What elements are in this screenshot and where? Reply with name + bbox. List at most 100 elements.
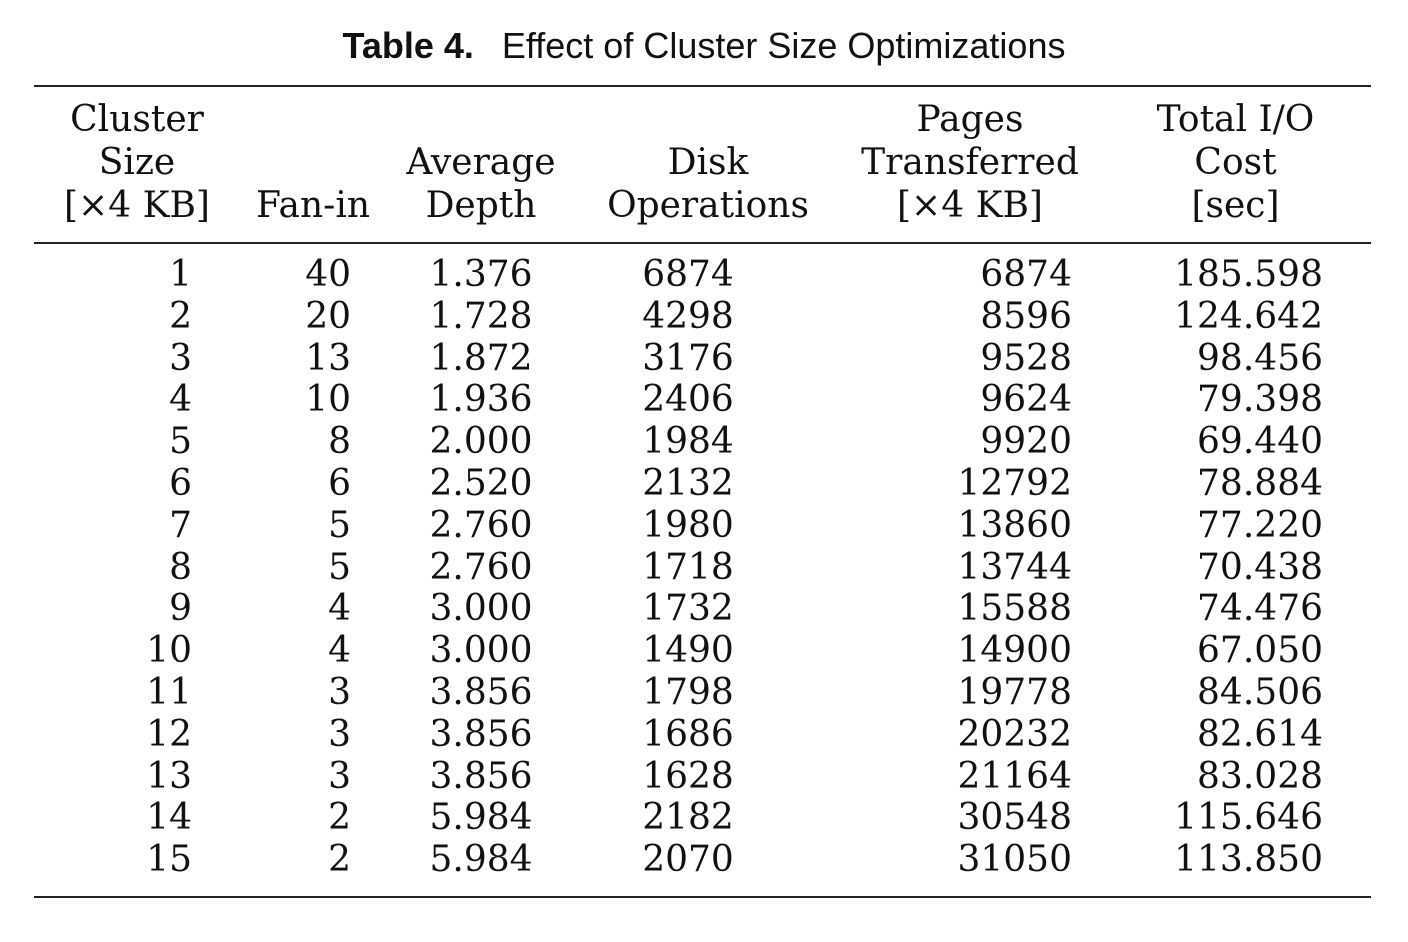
table-row: 10 4 3.000 1490 14900 67.050 — [34, 630, 1371, 672]
cell-average-depth: 5.984 — [429, 797, 533, 839]
cell-disk-operations: 2070 — [642, 839, 734, 881]
header-line: [×4 KB] — [64, 185, 210, 226]
cell-disk-operations: 1798 — [642, 671, 734, 713]
table-header: Cluster Size [×4 KB] Fan-in Average Depth D… — [34, 98, 1371, 227]
table-row: 4 10 1.936 2406 9624 79.398 — [34, 379, 1371, 421]
cell-pages-transferred: 31050 — [957, 839, 1072, 881]
cell-disk-operations: 1732 — [642, 588, 734, 630]
cell-average-depth: 1.376 — [429, 254, 533, 295]
cell-total-io-cost: 98.456 — [1197, 337, 1323, 379]
cell-cluster-size: 11 — [146, 671, 192, 713]
cell-fan-in: 20 — [305, 295, 351, 337]
cell-fan-in: 2 — [328, 839, 351, 881]
cell-fan-in: 4 — [328, 588, 351, 630]
cell-cluster-size: 12 — [146, 713, 192, 755]
table-row: 12 3 3.856 1686 20232 82.614 — [34, 714, 1371, 756]
cell-pages-transferred: 9528 — [980, 337, 1072, 379]
cell-pages-transferred: 14900 — [957, 630, 1072, 672]
header-rule — [34, 242, 1371, 244]
cell-total-io-cost: 74.476 — [1197, 588, 1323, 630]
cell-average-depth: 2.760 — [429, 546, 533, 588]
cell-disk-operations: 2132 — [642, 462, 734, 504]
cell-fan-in: 2 — [328, 797, 351, 839]
cell-fan-in: 3 — [328, 755, 351, 797]
table-row: 11 3 3.856 1798 19778 84.506 — [34, 672, 1371, 714]
header-fan-in: Fan-in — [240, 98, 386, 227]
cell-pages-transferred: 9624 — [980, 379, 1072, 421]
cell-disk-operations: 1490 — [642, 630, 734, 672]
cell-fan-in: 3 — [328, 713, 351, 755]
cell-fan-in: 13 — [305, 337, 351, 379]
cell-total-io-cost: 79.398 — [1197, 379, 1323, 421]
table-row: 14 2 5.984 2182 30548 115.646 — [34, 797, 1371, 839]
cell-average-depth: 3.856 — [429, 755, 533, 797]
table-row: 7 5 2.760 1980 13860 77.220 — [34, 505, 1371, 547]
table-row: 1 40 1.376 6874 6874 185.598 — [34, 254, 1371, 296]
header-disk-operations: Disk Operations — [576, 98, 840, 227]
cell-total-io-cost: 77.220 — [1197, 504, 1323, 546]
header-line — [240, 98, 386, 141]
cell-cluster-size: 2 — [169, 295, 192, 337]
cell-total-io-cost: 83.028 — [1197, 755, 1323, 797]
cell-cluster-size: 3 — [169, 337, 192, 379]
cell-disk-operations: 4298 — [642, 295, 734, 337]
header-line — [576, 98, 840, 141]
cell-average-depth: 5.984 — [429, 839, 533, 881]
header-line — [386, 98, 576, 141]
header-row: Cluster Size [×4 KB] Fan-in Average Depth D… — [34, 98, 1371, 227]
cell-fan-in: 3 — [328, 671, 351, 713]
header-total-io-cost: Total I/O Cost [sec] — [1100, 98, 1371, 227]
table-row: 9 4 3.000 1732 15588 74.476 — [34, 588, 1371, 630]
cell-total-io-cost: 124.642 — [1174, 295, 1323, 337]
cell-average-depth: 2.760 — [429, 504, 533, 546]
cell-cluster-size: 4 — [169, 379, 192, 421]
cell-disk-operations: 2406 — [642, 379, 734, 421]
cell-disk-operations: 1686 — [642, 713, 734, 755]
cell-total-io-cost: 115.646 — [1174, 797, 1323, 839]
cell-cluster-size: 8 — [169, 546, 192, 588]
cell-average-depth: 3.000 — [429, 588, 533, 630]
cell-cluster-size: 15 — [146, 839, 192, 881]
table-number: Table 4. — [342, 25, 474, 66]
cell-fan-in: 5 — [328, 546, 351, 588]
top-rule — [34, 85, 1371, 87]
cell-disk-operations: 1980 — [642, 504, 734, 546]
header-line: [×4 KB] — [897, 185, 1043, 226]
table-row: 15 2 5.984 2070 31050 113.850 — [34, 839, 1371, 881]
cell-disk-operations: 6874 — [642, 254, 734, 295]
cell-cluster-size: 13 — [146, 755, 192, 797]
cell-average-depth: 3.856 — [429, 713, 533, 755]
header-line: Depth — [425, 185, 537, 226]
header-line: Pages — [916, 99, 1024, 140]
cell-average-depth: 2.000 — [429, 421, 533, 463]
cell-pages-transferred: 13860 — [957, 504, 1072, 546]
data-table: 1 40 1.376 6874 6874 185.598 2 20 1.728 4298 8596 1… — [34, 254, 1371, 881]
cell-fan-in: 5 — [328, 504, 351, 546]
cell-total-io-cost: 70.438 — [1197, 546, 1323, 588]
cell-cluster-size: 7 — [169, 504, 192, 546]
header-line: Transferred — [861, 142, 1079, 183]
table-caption: Table 4. Effect of Cluster Size Optimizat… — [0, 22, 1408, 70]
table-row: 13 3 3.856 1628 21164 83.028 — [34, 756, 1371, 798]
cell-total-io-cost: 113.850 — [1174, 839, 1323, 881]
cell-pages-transferred: 12792 — [957, 462, 1072, 504]
table-row: 6 6 2.520 2132 12792 78.884 — [34, 463, 1371, 505]
cell-total-io-cost: 82.614 — [1197, 713, 1323, 755]
cell-disk-operations: 2182 — [642, 797, 734, 839]
cell-pages-transferred: 21164 — [957, 755, 1072, 797]
cell-average-depth: 1.936 — [429, 379, 533, 421]
cell-cluster-size: 9 — [169, 588, 192, 630]
header-line: Cost — [1194, 142, 1277, 183]
cell-average-depth: 3.000 — [429, 630, 533, 672]
header-cluster-size: Cluster Size [×4 KB] — [34, 98, 240, 227]
header-line: Operations — [607, 185, 809, 226]
cell-total-io-cost: 67.050 — [1197, 630, 1323, 672]
header-line: Disk — [667, 142, 749, 183]
cell-fan-in: 4 — [328, 630, 351, 672]
header-line: Fan-in — [255, 185, 371, 226]
cell-pages-transferred: 13744 — [957, 546, 1072, 588]
cell-average-depth: 1.872 — [429, 337, 533, 379]
cell-disk-operations: 1718 — [642, 546, 734, 588]
cell-total-io-cost: 185.598 — [1174, 254, 1323, 295]
header-pages-transferred: Pages Transferred [×4 KB] — [840, 98, 1100, 227]
